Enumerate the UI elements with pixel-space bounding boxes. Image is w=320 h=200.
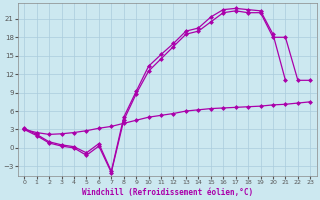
- X-axis label: Windchill (Refroidissement éolien,°C): Windchill (Refroidissement éolien,°C): [82, 188, 253, 197]
